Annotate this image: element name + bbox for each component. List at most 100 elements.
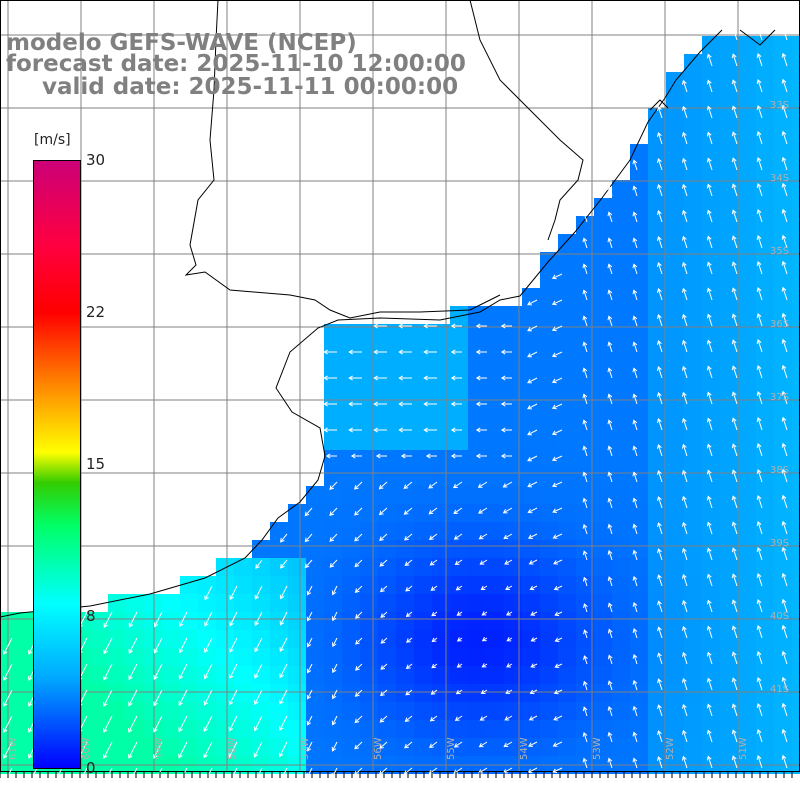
wind-cell — [360, 360, 378, 378]
wind-cell — [612, 306, 630, 324]
wind-cell — [684, 666, 702, 684]
wind-arrow — [128, 715, 138, 733]
wind-cell — [738, 306, 756, 324]
wind-cell — [450, 576, 468, 594]
wind-arrow — [527, 429, 538, 436]
wind-arrow — [781, 364, 788, 379]
wind-cell — [450, 450, 468, 468]
wind-cell — [612, 252, 630, 270]
wind-cell — [666, 594, 684, 612]
wind-arrow — [756, 573, 763, 587]
wind-cell — [612, 486, 630, 504]
wind-cell — [504, 504, 522, 522]
wind-arrow — [403, 481, 413, 489]
wind-arrow — [681, 235, 688, 249]
wind-cell — [306, 720, 324, 738]
wind-cell — [162, 666, 180, 684]
wind-arrow — [103, 611, 113, 628]
wind-cell — [450, 486, 468, 504]
wind-cell — [468, 738, 486, 756]
wind-arrow — [657, 314, 663, 327]
wind-cell — [648, 648, 666, 666]
wind-cell — [396, 702, 414, 720]
forecast-date: forecast date: 2025-11-10 12:00:00 — [6, 51, 466, 77]
wind-cell — [594, 270, 612, 288]
wind-cell — [324, 450, 342, 468]
wind-cell — [18, 612, 36, 630]
wind-cell — [594, 594, 612, 612]
wind-cell — [108, 666, 126, 684]
wind-cell — [234, 702, 252, 720]
wind-arrow — [706, 313, 713, 327]
wind-cell — [540, 414, 558, 432]
wind-arrow — [348, 349, 362, 355]
wind-cell — [648, 234, 666, 252]
wind-cell — [648, 684, 666, 702]
wind-cell — [702, 738, 720, 756]
longitude-label: 58W — [227, 737, 238, 760]
wind-arrow — [781, 182, 788, 197]
wind-cell — [396, 630, 414, 648]
wind-arrow — [306, 715, 313, 726]
wind-arrow — [756, 469, 763, 483]
wind-arrow — [607, 628, 613, 639]
wind-cell — [414, 666, 432, 684]
wind-cell — [792, 306, 800, 324]
wind-cell — [432, 648, 450, 666]
wind-arrow — [632, 471, 638, 483]
wind-cell — [486, 414, 504, 432]
wind-cell — [414, 396, 432, 414]
wind-cell — [774, 504, 792, 522]
wind-arrow — [475, 375, 487, 381]
wind-cell — [666, 630, 684, 648]
wind-cell — [360, 576, 378, 594]
wind-cell — [612, 342, 630, 360]
wind-cell — [396, 576, 414, 594]
wind-cell — [288, 612, 306, 630]
wind-cell — [234, 612, 252, 630]
wind-cell — [666, 684, 684, 702]
wind-arrow — [229, 585, 238, 601]
wind-arrow — [551, 481, 563, 488]
wind-cell — [648, 216, 666, 234]
wind-arrow — [706, 755, 713, 769]
wind-cell — [252, 738, 270, 756]
wind-cell — [450, 612, 468, 630]
wind-cell — [180, 720, 198, 738]
wind-arrow — [475, 453, 487, 459]
wind-cell — [702, 576, 720, 594]
wind-arrow — [28, 767, 38, 785]
wind-cell — [684, 558, 702, 576]
wind-cell — [666, 126, 684, 144]
wind-cell — [540, 396, 558, 414]
wind-cell — [774, 594, 792, 612]
wind-cell — [576, 432, 594, 450]
wind-cell — [108, 612, 126, 630]
wind-arrow — [657, 652, 663, 665]
wind-arrow — [706, 53, 713, 67]
wind-cell — [666, 720, 684, 738]
wind-arrow — [504, 715, 513, 721]
wind-arrow — [423, 401, 437, 407]
wind-arrow — [632, 185, 638, 197]
wind-arrow — [756, 755, 763, 769]
wind-cell — [576, 450, 594, 468]
wind-arrow — [781, 546, 788, 561]
wind-cell — [576, 486, 594, 504]
wind-cell — [504, 486, 522, 504]
wind-cell — [378, 666, 396, 684]
wind-cell — [558, 288, 576, 306]
wind-cell — [450, 378, 468, 396]
wind-arrow — [657, 158, 663, 171]
wind-arrow — [323, 375, 337, 381]
lat-lon-grid — [0, 0, 800, 772]
wind-cell — [414, 432, 432, 450]
wind-arrow — [582, 419, 588, 431]
wind-cell — [396, 666, 414, 684]
wind-arrow — [404, 559, 413, 567]
wind-cell — [594, 306, 612, 324]
wind-arrow — [380, 689, 388, 697]
wind-arrow — [657, 106, 663, 119]
grid-labels: 61W 60W 59W 58W 57W 56W 55W 54W 53W 52W 51W 33S 34S 3… — [0, 100, 793, 778]
wind-cell — [468, 594, 486, 612]
